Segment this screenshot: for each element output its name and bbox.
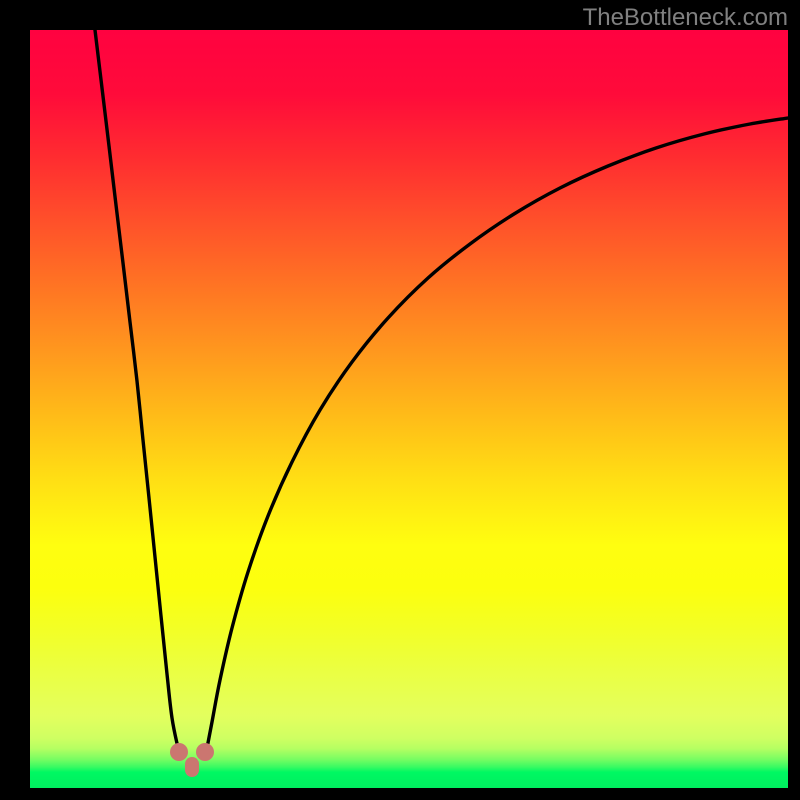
- watermark-text: TheBottleneck.com: [583, 4, 788, 32]
- bottleneck-chart: [0, 0, 800, 800]
